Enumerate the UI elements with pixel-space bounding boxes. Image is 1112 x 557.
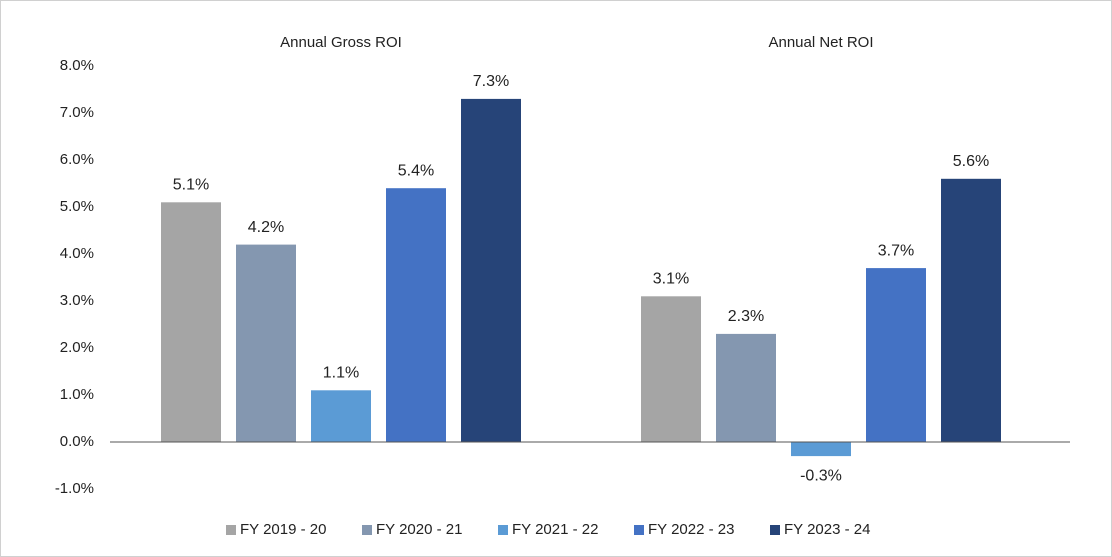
bar [236, 244, 296, 442]
y-tick-label: 6.0% [60, 151, 94, 168]
y-tick-label: 7.0% [60, 104, 94, 121]
legend-swatch [226, 525, 236, 535]
legend-swatch [634, 525, 644, 535]
legend-swatch [770, 525, 780, 535]
value-label: 4.2% [248, 219, 284, 236]
legend-label: FY 2021 - 22 [512, 521, 598, 538]
bar [716, 333, 776, 442]
legend-label: FY 2022 - 23 [648, 521, 734, 538]
y-tick-label: 1.0% [60, 386, 94, 403]
value-label: 5.6% [953, 153, 989, 170]
bar [641, 296, 701, 442]
y-tick-label: 5.0% [60, 198, 94, 215]
value-label: 3.7% [878, 242, 914, 259]
y-tick-label: 3.0% [60, 292, 94, 309]
legend-label: FY 2020 - 21 [376, 521, 462, 538]
y-tick-label: 0.0% [60, 433, 94, 450]
y-tick-label: 8.0% [60, 57, 94, 74]
category-label: Annual Net ROI [768, 34, 873, 51]
category-label: Annual Gross ROI [280, 34, 402, 51]
value-label: 5.4% [398, 162, 434, 179]
bar [461, 98, 521, 443]
y-tick-label: 4.0% [60, 245, 94, 262]
value-label: 2.3% [728, 308, 764, 325]
value-label: -0.3% [800, 467, 842, 484]
bar [386, 188, 446, 442]
y-tick-label: -1.0% [55, 480, 94, 497]
y-tick-label: 2.0% [60, 339, 94, 356]
bar [311, 390, 371, 442]
value-label: 7.3% [473, 73, 509, 90]
legend-label: FY 2019 - 20 [240, 521, 326, 538]
bar [161, 202, 221, 442]
legend-label: FY 2023 - 24 [784, 521, 870, 538]
value-label: 1.1% [323, 365, 359, 382]
bar [791, 442, 851, 457]
legend-swatch [498, 525, 508, 535]
value-label: 3.1% [653, 271, 689, 288]
bar [941, 178, 1001, 443]
bar [866, 268, 926, 442]
legend-swatch [362, 525, 372, 535]
value-label: 5.1% [173, 177, 209, 194]
